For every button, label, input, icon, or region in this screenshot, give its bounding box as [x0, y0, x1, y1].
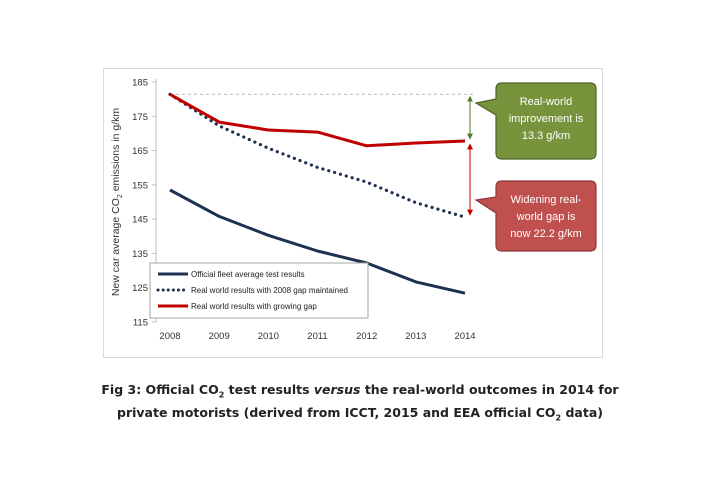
caption-italic: versus [313, 382, 361, 397]
x-tick-label: 2012 [356, 331, 377, 342]
legend-box [149, 262, 369, 319]
series-line-0 [169, 188, 466, 295]
gap-callout-box [474, 180, 597, 252]
y-tick-label: 175 [132, 112, 148, 123]
caption-sub: 2 [555, 413, 562, 422]
chart-legend: Official fleet average test results Real … [149, 262, 369, 319]
caption-part: Fig 3: Official CO [101, 382, 219, 397]
x-tick-label: 2011 [307, 331, 327, 342]
y-tick-label: 185 [132, 78, 148, 89]
improvement-callout-text-line: Real-world [520, 96, 573, 108]
caption-part: test results [224, 382, 314, 397]
y-axis-title-subscript: 2 [117, 194, 124, 198]
legend-label-2: Real world results with growing gap [191, 302, 317, 311]
y-axis-title: New car average CO2 emissions in g/km [110, 108, 124, 297]
legend-label-1: Real world results with 2008 gap maintai… [191, 286, 348, 295]
caption-sub: 2 [218, 390, 225, 400]
y-axis-title-part: emissions in g/km [110, 108, 122, 195]
y-tick-label: 125 [132, 283, 148, 294]
figure-caption: Fig 3: Official CO2 test results versus … [60, 381, 660, 426]
line-chart: 115 125 135 145 155 165 175 185 2008 2009 2010 2011… [110, 78, 597, 342]
improvement-callout-text-line: 13.3 g/km [522, 130, 570, 142]
x-tick-label: 2008 [159, 331, 180, 342]
improvement-callout-box [474, 82, 597, 160]
y-tick-label: 145 [132, 215, 148, 226]
y-tick-label: 155 [132, 180, 148, 191]
caption-part: data) [561, 404, 603, 420]
chart-frame: 115 125 135 145 155 165 175 185 2008 2009 2010 2011… [103, 68, 603, 358]
y-tick-label: 165 [132, 146, 148, 157]
y-tick-label: 135 [132, 249, 148, 260]
series-line-1 [168, 92, 467, 219]
x-tick-label: 2013 [405, 331, 426, 342]
gap-callout-text-line: now 22.2 g/km [510, 228, 582, 240]
caption-part: private motorists (derived from ICCT, 20… [117, 404, 556, 420]
x-tick-label: 2009 [209, 331, 230, 342]
caption-part: the real-world outcomes in 2014 for [360, 382, 619, 397]
y-axis-title-part: New car average CO [110, 198, 122, 296]
x-tick-label: 2010 [258, 331, 279, 342]
improvement-callout-text-line: improvement is [509, 113, 584, 125]
series-line-2 [169, 92, 466, 148]
gap-callout-text-line: world gap is [516, 211, 576, 223]
gap-callout-text-line: Widening real- [511, 194, 582, 206]
y-tick-label: 115 [133, 318, 148, 329]
legend-label-0: Official fleet average test results [191, 270, 305, 279]
x-tick-label: 2014 [454, 331, 475, 342]
